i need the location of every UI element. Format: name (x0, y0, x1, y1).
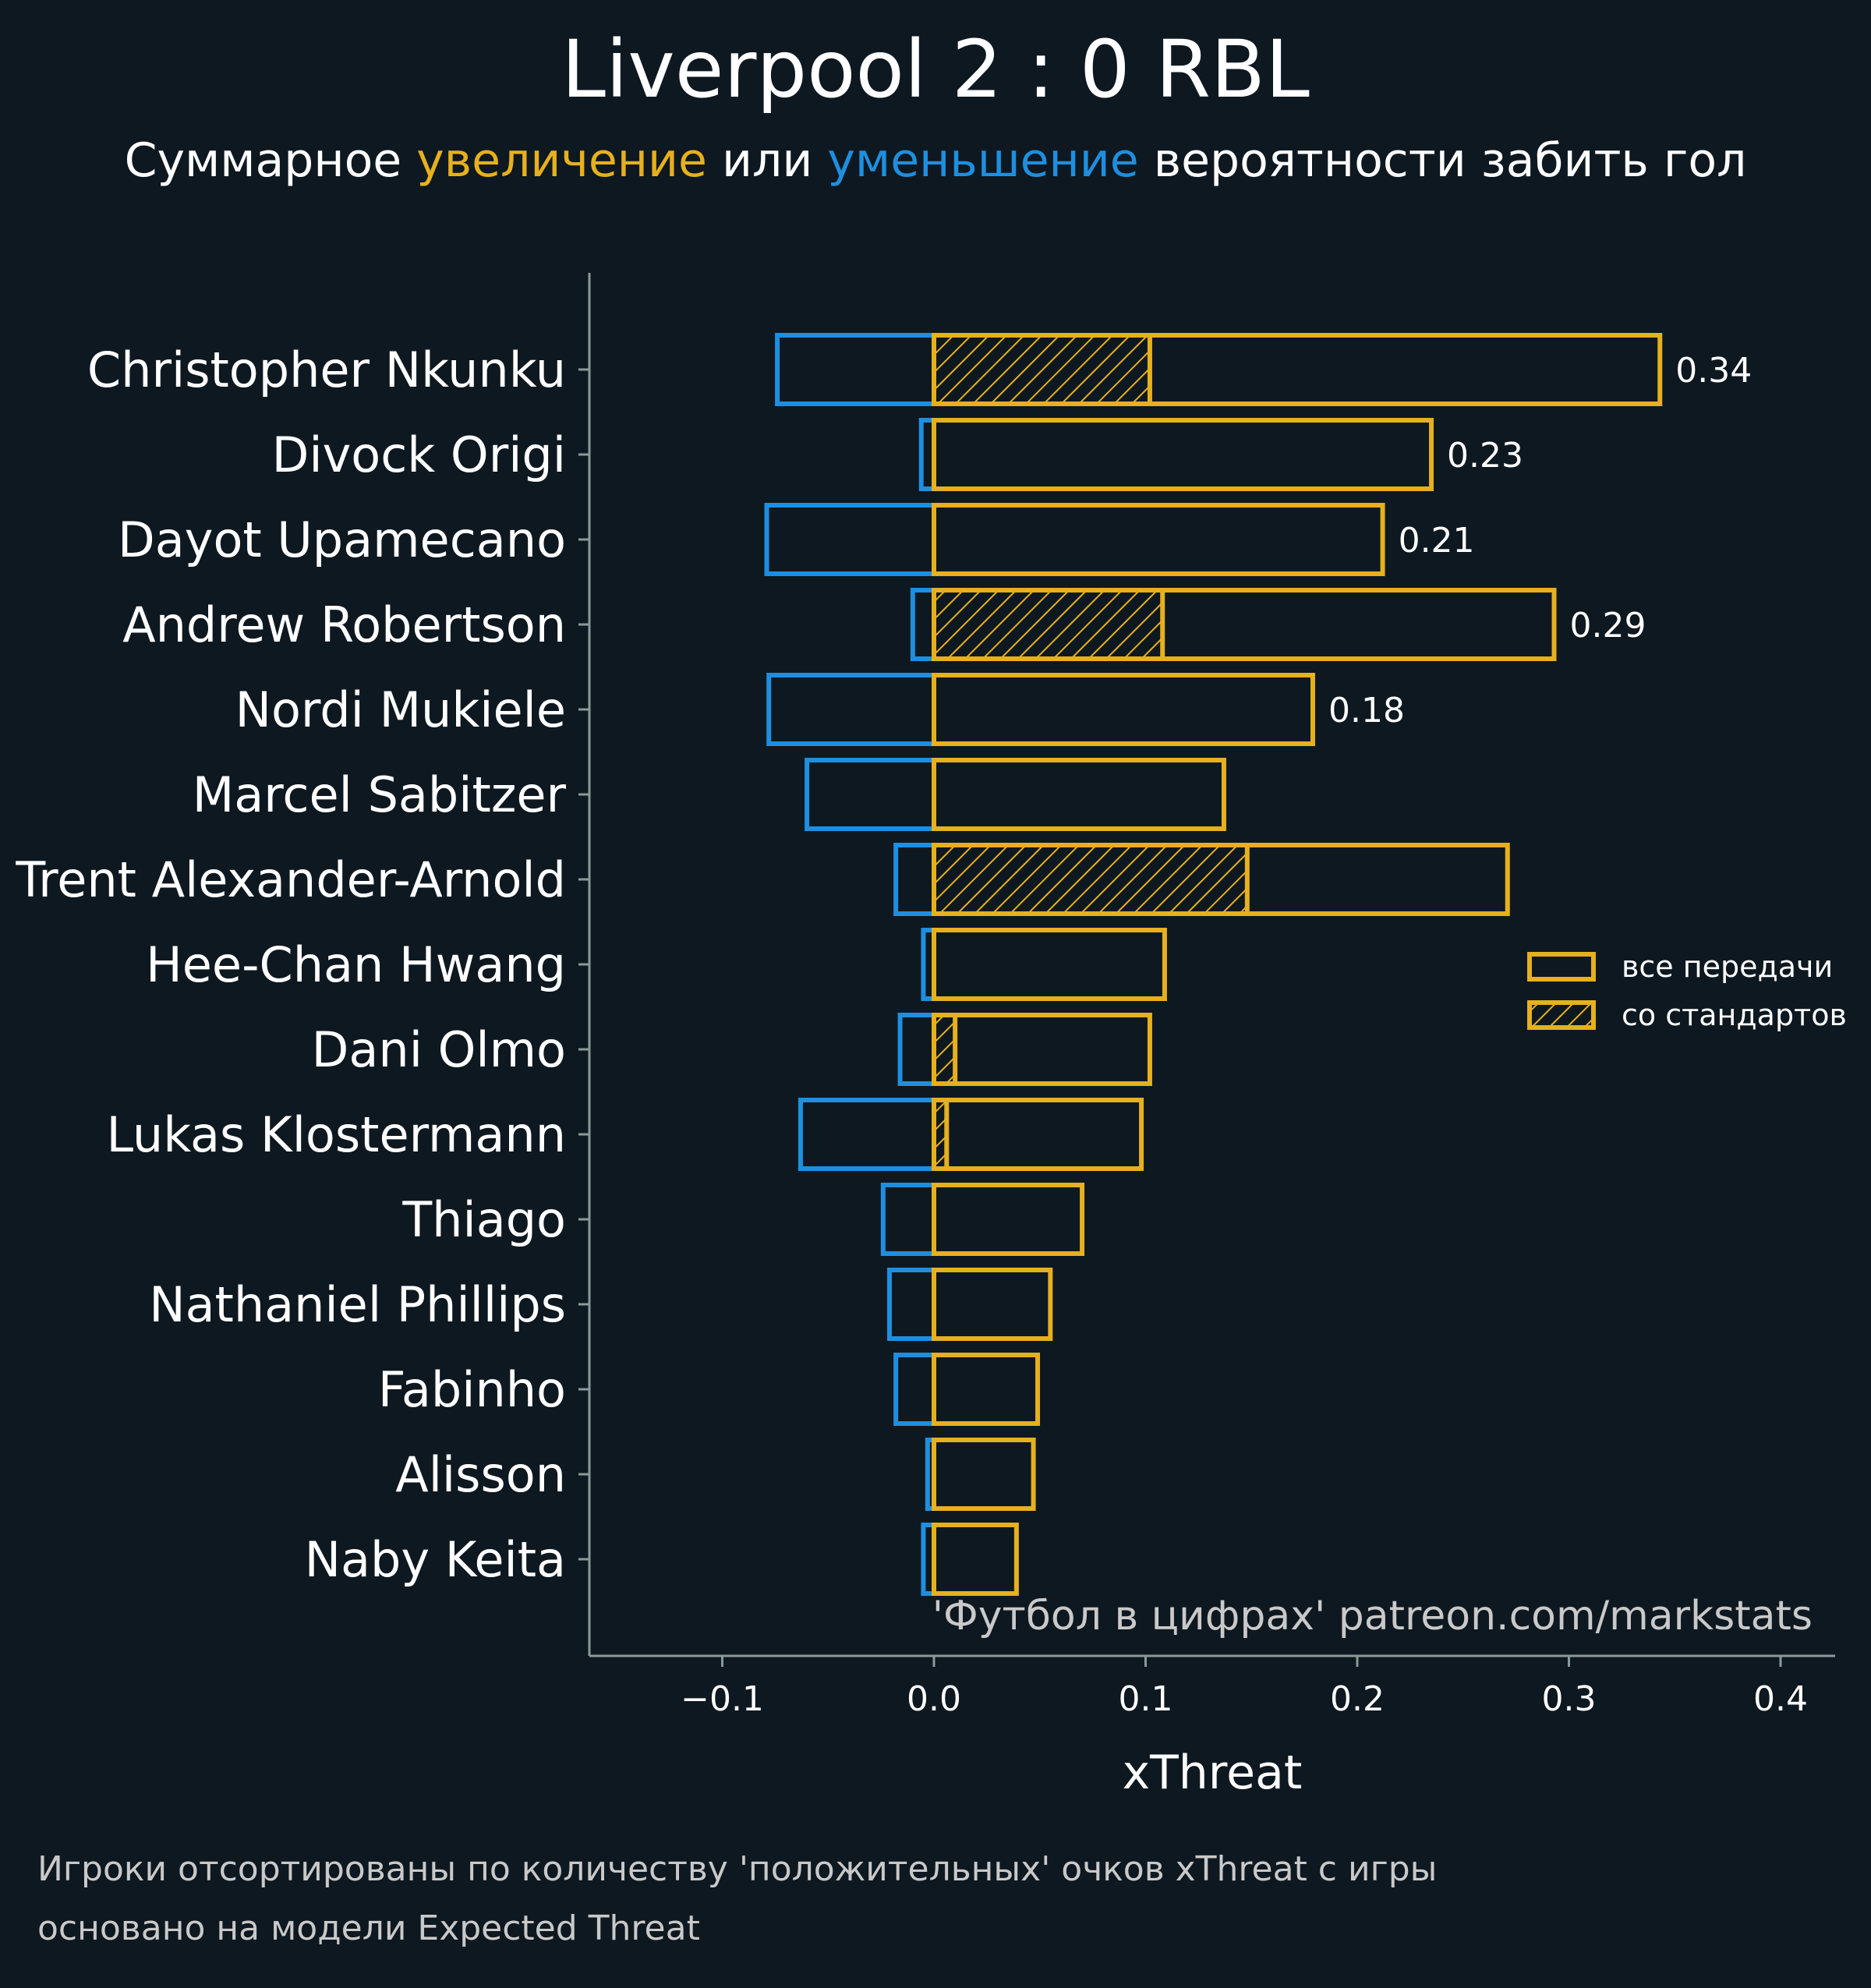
x-tick-label: 0.3 (1542, 1679, 1597, 1719)
negative-xthreat-bar (897, 1013, 937, 1086)
value-label: 0.34 (1675, 351, 1752, 391)
player-name-label: Divock Origi (272, 426, 566, 483)
subtitle-part1: Суммарное (124, 133, 417, 188)
negative-xthreat-bar (893, 843, 937, 916)
negative-xthreat-bar (893, 1353, 937, 1426)
x-tick-label: 0.4 (1753, 1679, 1808, 1719)
legend-entry-label: со стандартов (1622, 998, 1847, 1032)
positive-xthreat-bar (932, 843, 1510, 916)
negative-xthreat-bar (910, 588, 936, 661)
value-label: 0.18 (1328, 691, 1405, 730)
chart-subtitle: Суммарное увеличение или уменьшение веро… (0, 131, 1871, 190)
set-piece-xthreat-bar (932, 843, 1250, 916)
legend-entry-label: все передачи (1622, 950, 1833, 984)
set-piece-xthreat-bar (932, 1013, 958, 1086)
positive-xthreat-bar (932, 673, 1315, 746)
player-name-label: Alisson (395, 1446, 566, 1503)
positive-xthreat-bar (932, 758, 1226, 831)
x-tick-label: 0.1 (1119, 1679, 1173, 1719)
positive-xthreat-bar (932, 1438, 1036, 1511)
positive-xthreat-bar (932, 1098, 1144, 1171)
player-name-label: Lukas Klostermann (106, 1106, 566, 1163)
value-label: 0.23 (1447, 436, 1523, 476)
player-name-label: Thiago (401, 1191, 566, 1248)
subtitle-part2: или (706, 133, 828, 188)
positive-xthreat-bar (932, 928, 1167, 1001)
positive-xthreat-bar (932, 1523, 1019, 1596)
value-label: 0.21 (1399, 521, 1475, 561)
player-name-label: Dayot Upamecano (118, 511, 566, 568)
positive-xthreat-bar (932, 1268, 1053, 1341)
positive-xthreat-bar (932, 503, 1385, 576)
legend-swatch-outline (1527, 952, 1596, 982)
subtitle-part3: вероятности забить гол (1138, 133, 1747, 188)
player-name-label: Andrew Robertson (122, 596, 566, 653)
set-piece-xthreat-bar (932, 333, 1152, 406)
negative-xthreat-bar (766, 673, 936, 746)
positive-xthreat-bar (932, 418, 1434, 491)
player-name-label: Nordi Mukiele (235, 681, 566, 738)
player-name-label: Trent Alexander-Arnold (15, 851, 566, 908)
set-piece-xthreat-bar (932, 588, 1165, 661)
player-name-label: Nathaniel Phillips (149, 1276, 566, 1333)
legend-swatch-hatched (1527, 1000, 1596, 1030)
player-name-label: Fabinho (378, 1361, 566, 1418)
negative-xthreat-bar (886, 1268, 936, 1341)
subtitle-negative-word: уменьшение (827, 133, 1139, 188)
subtitle-positive-word: увеличение (416, 133, 707, 188)
x-tick-label: −0.1 (681, 1679, 764, 1719)
negative-xthreat-bar (798, 1098, 936, 1171)
player-name-label: Naby Keita (305, 1531, 566, 1588)
footnote-sorting: Игроки отсортированы по количеству 'поло… (37, 1849, 1438, 1889)
player-name-label: Dani Olmo (312, 1021, 566, 1078)
positive-xthreat-bar (932, 1353, 1041, 1426)
positive-xthreat-bar (932, 333, 1663, 406)
chart-title: Liverpool 2 : 0 RBL (561, 23, 1310, 116)
player-name-label: Hee-Chan Hwang (146, 936, 566, 993)
positive-xthreat-bar (932, 588, 1557, 661)
player-name-label: Christopher Nkunku (87, 341, 566, 398)
footnote-model: основано на модели Expected Threat (37, 1908, 700, 1948)
positive-xthreat-bar (932, 1013, 1152, 1086)
negative-xthreat-bar (880, 1183, 936, 1256)
watermark: 'Футбол в цифрах' patreon.com/markstats (932, 1593, 1813, 1640)
negative-xthreat-bar (764, 503, 937, 576)
negative-xthreat-bar (805, 758, 936, 831)
x-tick-label: 0.2 (1330, 1679, 1385, 1719)
player-name-label: Marcel Sabitzer (193, 766, 567, 823)
positive-xthreat-bar (932, 1183, 1085, 1256)
x-axis-label: xThreat (1123, 1746, 1303, 1800)
value-label: 0.29 (1569, 606, 1646, 646)
negative-xthreat-bar (775, 333, 937, 406)
x-tick-label: 0.0 (907, 1679, 961, 1719)
